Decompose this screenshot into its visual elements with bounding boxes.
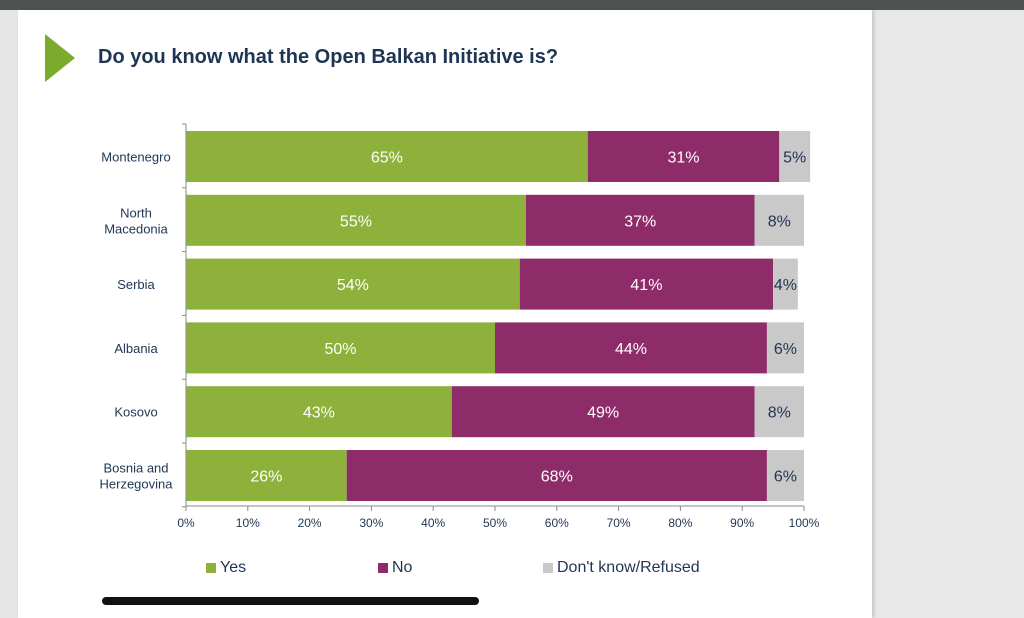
x-tick-label-0: 0%: [177, 516, 195, 530]
category-label-1: North Macedonia: [104, 205, 168, 236]
x-tick-label-6: 60%: [545, 516, 569, 530]
bar-dont-know-2: [773, 258, 798, 310]
data-label-yes-3: 50%: [324, 341, 356, 358]
bar-dont-know-4: [754, 386, 804, 438]
data-label-dont-know-5: 6%: [774, 469, 797, 486]
bar-no-1: [525, 194, 755, 246]
data-label-no-1: 37%: [624, 213, 656, 230]
data-label-no-3: 44%: [615, 341, 647, 358]
data-label-yes-0: 65%: [371, 150, 403, 167]
x-tick-label-7: 70%: [607, 516, 631, 530]
data-label-yes-5: 26%: [250, 469, 282, 486]
window-top-bar: [0, 0, 1024, 10]
bar-dont-know-0: [779, 131, 811, 182]
bar-dont-know-5: [766, 450, 804, 501]
bar-yes-0: [186, 131, 588, 182]
x-tick-label-10: 100%: [789, 516, 820, 530]
x-tick-label-5: 50%: [483, 516, 507, 530]
legend-item-no: No: [378, 559, 412, 577]
scroll-indicator[interactable]: [102, 597, 479, 605]
data-label-yes-1: 55%: [340, 213, 372, 230]
data-label-dont-know-1: 8%: [768, 213, 791, 230]
bar-no-5: [346, 450, 767, 501]
category-label-2: Serbia: [117, 277, 155, 292]
bar-yes-5: [186, 450, 347, 501]
data-label-no-4: 49%: [587, 405, 619, 422]
x-tick-label-3: 30%: [359, 516, 383, 530]
legend-label-no: No: [392, 559, 413, 576]
legend-item-yes: Yes: [206, 559, 246, 577]
bar-yes-1: [186, 194, 526, 246]
data-label-no-2: 41%: [630, 277, 662, 294]
bar-no-0: [587, 131, 780, 182]
legend-label-dont-know: Don't know/Refused: [557, 559, 700, 576]
bar-yes-3: [186, 322, 495, 374]
legend-swatch-yes: [206, 563, 216, 573]
bar-no-4: [451, 386, 755, 438]
data-label-dont-know-3: 6%: [774, 341, 797, 358]
x-tick-label-1: 10%: [236, 516, 260, 530]
right-panel: [874, 10, 1024, 618]
x-tick-label-2: 20%: [298, 516, 322, 530]
data-label-no-5: 68%: [541, 469, 573, 486]
slide: [18, 10, 872, 618]
legend-item-dont-know: Don't know/Refused: [543, 559, 700, 577]
arrow-bullet-icon: [45, 34, 75, 82]
data-label-no-0: 31%: [667, 150, 699, 167]
chart-title: Do you know what the Open Balkan Initiat…: [98, 46, 559, 68]
data-label-dont-know-4: 8%: [768, 405, 791, 422]
bar-dont-know-1: [754, 194, 804, 246]
data-label-yes-4: 43%: [303, 405, 335, 422]
data-label-yes-2: 54%: [337, 277, 369, 294]
data-label-dont-know-2: 4%: [774, 277, 797, 294]
legend-label-yes: Yes: [220, 559, 247, 576]
bar-yes-4: [186, 386, 452, 438]
x-tick-label-9: 90%: [730, 516, 754, 530]
category-label-3: Albania: [114, 341, 158, 356]
bar-no-3: [495, 322, 767, 374]
x-tick-label-4: 40%: [421, 516, 445, 530]
category-label-0: Montenegro: [101, 150, 170, 165]
bar-yes-2: [186, 258, 520, 310]
category-label-4: Kosovo: [114, 405, 157, 420]
legend-swatch-no: [378, 563, 388, 573]
bar-no-2: [519, 258, 774, 310]
bar-dont-know-3: [766, 322, 804, 374]
x-tick-label-8: 80%: [668, 516, 692, 530]
category-label-5: Bosnia and Herzegovina: [100, 461, 174, 492]
data-label-dont-know-0: 5%: [783, 150, 806, 167]
legend-swatch-dont-know: [543, 563, 553, 573]
